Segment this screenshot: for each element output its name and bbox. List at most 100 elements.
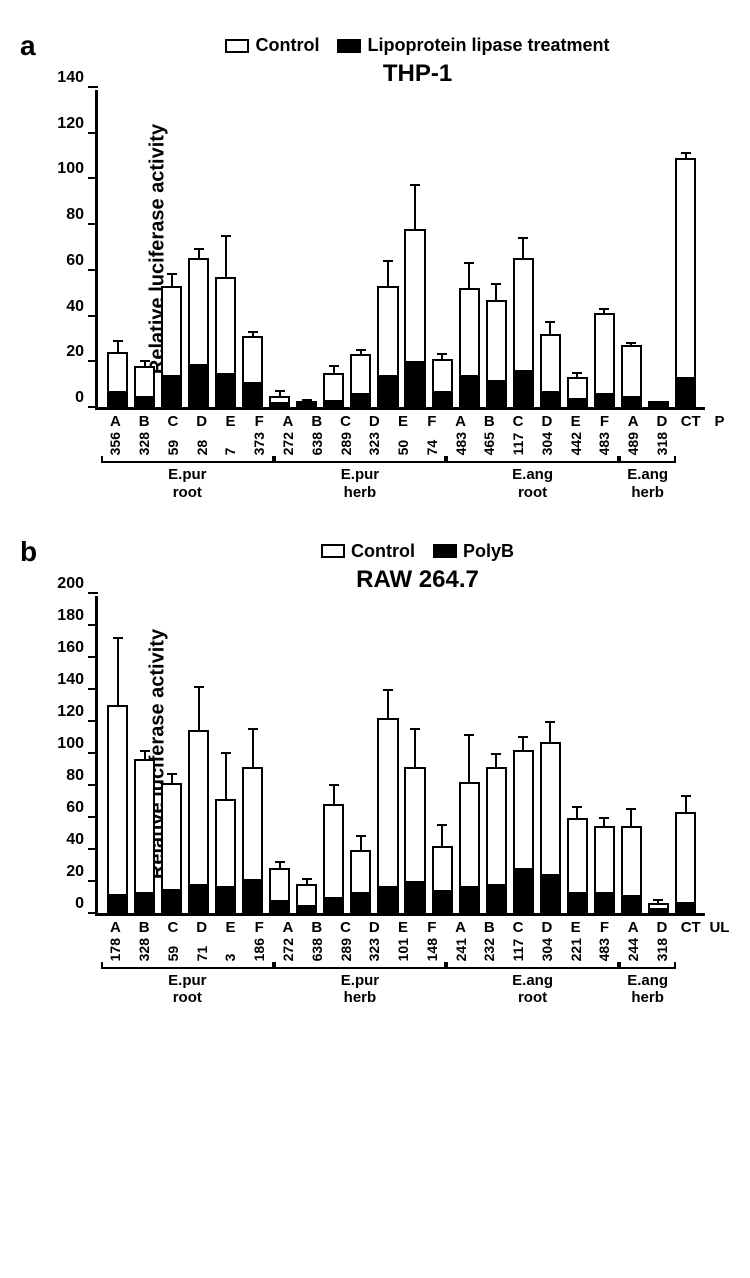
x-numeric-label: 318 [648,938,677,961]
bar [188,730,209,912]
error-bar [495,284,497,300]
x-numeric-label: 101 [389,938,418,961]
bar-group [374,596,401,913]
bar [269,868,290,913]
bar-group [618,90,645,407]
y-tick [88,360,98,362]
y-tick-label: 180 [57,607,84,625]
bar-group [347,90,374,407]
error-bar [685,796,687,812]
x-numeric-label: 289 [331,938,360,961]
panel-a-title: THP-1 [95,60,740,88]
x-numeric-label [676,938,705,961]
bar-segment-treatment [540,874,561,912]
bar-segment-control [323,373,344,400]
bar-segment-control [432,846,453,891]
bar-group [483,90,510,407]
x-category-label: A [446,919,475,936]
bar-segment-treatment [594,393,615,407]
group-spacer [676,461,734,501]
bar [296,402,317,407]
x-numeric-label: 638 [302,432,331,455]
bar-segment-treatment [161,889,182,913]
bar-segment-treatment [215,373,236,407]
bar-segment-treatment [350,892,371,913]
y-tick-label: 40 [66,831,84,849]
bar-segment-control [377,718,398,886]
bar [161,286,182,407]
y-tick [88,656,98,658]
error-bar-cap [113,340,123,342]
bar-segment-control [621,826,642,895]
y-tick-label: 140 [57,69,84,87]
bar [377,718,398,913]
xnums-b: 1783285971318627263828932310114824123211… [95,938,740,961]
x-numeric-label: 244 [619,938,648,961]
x-numeric-label: 323 [360,432,389,455]
bar-group [185,596,212,913]
bar-group [320,90,347,407]
error-bar [387,690,389,717]
groups-row-a: E.purrootE.purherbE.angrootE.angherb [95,461,740,501]
bar [648,903,669,913]
x-numeric-label: 328 [130,432,159,455]
error-bar-cap [410,728,420,730]
x-category-label: A [619,919,648,936]
bar-segment-control [540,334,561,391]
y-tick-label: 120 [57,115,84,133]
error-bar [576,807,578,818]
error-bar [495,754,497,767]
bar [404,229,425,407]
error-bar-cap [275,861,285,863]
legend-item-control-b: Control [321,541,415,562]
error-bar-cap [437,824,447,826]
x-category-label: A [619,413,648,430]
bar-segment-control [269,868,290,900]
group-spacer [676,967,734,1007]
panel-a-label: a [20,30,36,62]
legend-label-control-b: Control [351,541,415,562]
bar-segment-treatment [486,884,507,913]
bar-group [618,596,645,913]
x-category-label: B [475,413,504,430]
x-category-label: B [302,919,331,936]
group-label: E.angherb [619,461,677,501]
bar-segment-treatment [513,868,534,913]
x-numeric-label: 3 [216,938,245,961]
error-bar [225,236,227,277]
panel-b: b Control PolyB RAW 264.7 Relative lucif… [10,541,740,1007]
bar-group [212,596,239,913]
bar-segment-control [188,730,209,884]
bar [404,767,425,913]
bar-group [266,596,293,913]
x-numeric-label [705,938,734,961]
bar-segment-control [459,782,480,886]
bar [350,850,371,912]
legend-label-treatment: Lipoprotein lipase treatment [367,35,609,56]
bar-group [131,596,158,913]
bar-segment-control [161,286,182,375]
bar-segment-treatment [675,377,696,407]
bar [242,336,263,407]
bar [350,354,371,407]
x-category-label: F [245,413,274,430]
x-category-label: D [532,919,561,936]
x-numeric-label: 50 [389,432,418,455]
bar-segment-control [540,742,561,875]
error-bar-cap [167,773,177,775]
x-category-label: P [705,413,734,430]
x-category-label: A [446,413,475,430]
x-numeric-label: 59 [159,432,188,455]
error-bar [468,735,470,781]
bar-group [510,90,537,407]
y-tick [88,406,98,408]
x-category-label: B [302,413,331,430]
error-bar-cap [437,353,447,355]
bar-group [402,90,429,407]
bar-group [293,596,320,913]
bar [269,396,290,407]
bar-segment-treatment [404,881,425,913]
bar-group [212,90,239,407]
error-bar-cap [464,734,474,736]
y-tick [88,86,98,88]
